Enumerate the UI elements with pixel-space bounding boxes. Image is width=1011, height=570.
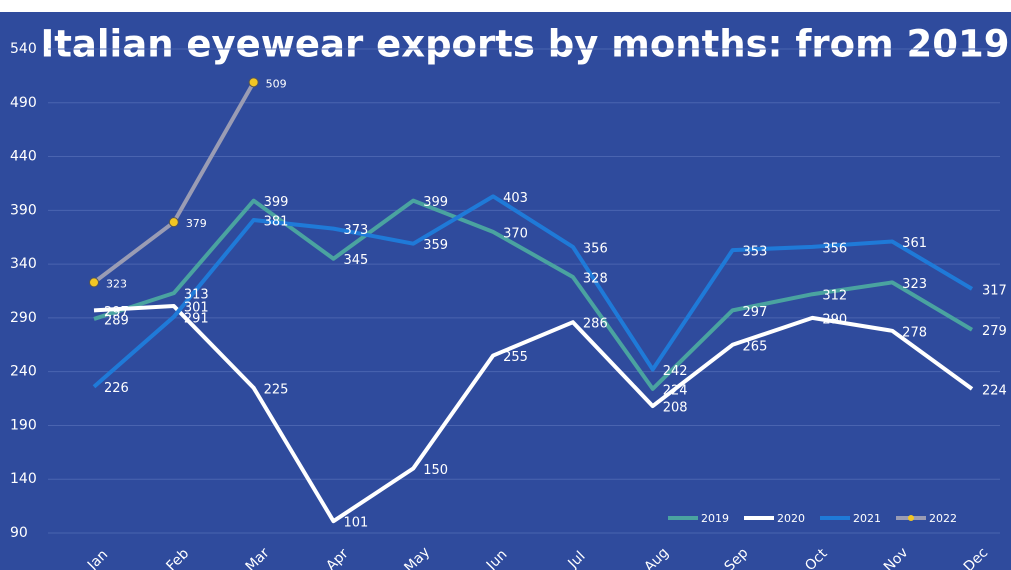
- data-label: 381: [264, 215, 289, 230]
- y-tick-label: 240: [10, 364, 37, 380]
- data-label: 278: [902, 325, 927, 340]
- data-label: 323: [106, 277, 127, 290]
- data-label: 225: [264, 382, 289, 397]
- data-label: 323: [902, 277, 927, 292]
- legend-label: 2020: [777, 512, 805, 525]
- data-label: 370: [503, 226, 528, 241]
- series-line: [92, 194, 974, 389]
- data-label: 224: [982, 383, 1007, 398]
- x-tick-label: Jul: [565, 548, 589, 570]
- series-line: [93, 304, 974, 524]
- legend-marker: [908, 515, 914, 521]
- y-tick-label: 490: [10, 95, 37, 111]
- y-tick-label: 540: [10, 41, 37, 57]
- data-label: 403: [503, 191, 528, 206]
- data-label: 399: [423, 195, 448, 210]
- data-label: 208: [663, 401, 688, 416]
- data-label: 301: [184, 301, 209, 316]
- legend-label: 2019: [701, 512, 729, 525]
- data-label: 291: [184, 311, 209, 326]
- point-marker: [248, 77, 259, 88]
- data-label: 345: [343, 253, 368, 268]
- data-label: 101: [343, 516, 368, 531]
- y-tick-label: 140: [10, 471, 37, 487]
- data-label: 312: [822, 289, 847, 304]
- data-label: 242: [663, 364, 688, 379]
- y-tick-label: 340: [10, 256, 37, 272]
- data-label: 399: [264, 195, 289, 210]
- plot-background: [0, 12, 1011, 570]
- data-label: 359: [423, 238, 448, 253]
- data-label: 373: [343, 223, 368, 238]
- y-tick-label: 390: [10, 202, 37, 218]
- data-label: 226: [104, 381, 129, 396]
- point-marker: [89, 277, 99, 288]
- data-label: 255: [503, 350, 528, 365]
- y-tick-label: 440: [10, 149, 37, 165]
- data-label: 297: [104, 305, 129, 320]
- data-label: 297: [743, 305, 768, 320]
- data-label: 356: [583, 241, 608, 256]
- legend-label: 2022: [929, 512, 957, 525]
- data-label: 265: [743, 339, 768, 354]
- series-line: [93, 198, 974, 391]
- data-label: 289: [104, 313, 129, 328]
- data-label: 379: [186, 217, 207, 230]
- y-tick-label: 190: [10, 417, 37, 433]
- data-label: 290: [822, 312, 847, 327]
- data-label: 279: [982, 324, 1007, 339]
- chart-title: Italian eyewear exports by months: from …: [40, 23, 1009, 66]
- y-tick-label: 290: [10, 310, 37, 326]
- data-label: 356: [822, 241, 847, 256]
- data-label: 150: [423, 463, 448, 478]
- data-label: 317: [982, 283, 1007, 298]
- y-tick-label: 90: [10, 525, 28, 541]
- data-label: 353: [743, 245, 768, 260]
- data-label: 328: [583, 272, 608, 287]
- data-label: 286: [583, 317, 608, 332]
- data-label: 313: [184, 288, 209, 303]
- legend-label: 2021: [853, 512, 881, 525]
- data-label: 224: [663, 383, 688, 398]
- data-label: 509: [266, 77, 287, 90]
- point-marker: [168, 217, 179, 228]
- data-label: 361: [902, 236, 927, 251]
